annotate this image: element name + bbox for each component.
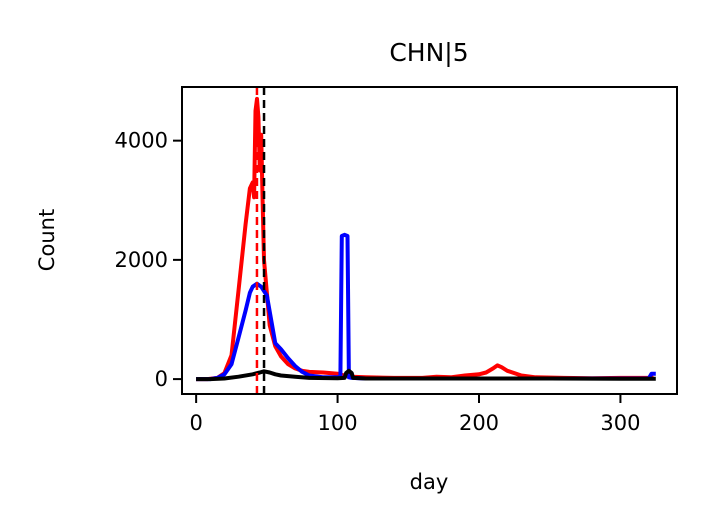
y-tick-label: 4000 <box>115 129 168 153</box>
y-tick-label: 0 <box>155 367 168 391</box>
x-tick-label: 200 <box>459 411 499 435</box>
chart-title: CHN|5 <box>389 38 468 67</box>
series-line-1 <box>196 96 654 382</box>
x-tick-label: 0 <box>189 411 202 435</box>
x-tick-label: 100 <box>318 411 358 435</box>
x-axis-label: day <box>410 470 449 494</box>
y-tick-label: 2000 <box>115 248 168 272</box>
series-line-3 <box>196 368 656 382</box>
y-axis-label: Count <box>35 209 59 271</box>
x-tick-label: 300 <box>600 411 640 435</box>
axis-ticks: 0 100 200 300 0 2000 4000 <box>115 129 641 435</box>
plot-frame <box>181 86 678 395</box>
plot-area <box>196 87 656 394</box>
